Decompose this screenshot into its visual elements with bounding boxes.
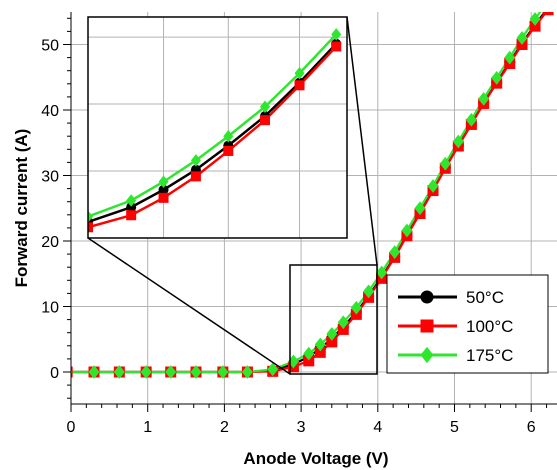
data-point-2 — [414, 201, 426, 216]
inset-data-point-1 — [88, 222, 93, 233]
inset-series-line-2 — [88, 33, 338, 218]
legend-box — [386, 274, 549, 374]
data-point-2 — [452, 134, 464, 149]
inset-data-point-2 — [88, 210, 93, 223]
data-point-2 — [516, 31, 528, 45]
data-point-2 — [190, 365, 202, 379]
data-point-1 — [303, 355, 315, 367]
inset-data-point-2 — [190, 154, 201, 167]
inset-series-line-0 — [88, 42, 338, 224]
inset-data-point-0 — [126, 202, 137, 213]
data-point-1 — [314, 346, 326, 358]
y-tick-label: 10 — [41, 300, 59, 317]
data-point-2 — [376, 265, 388, 280]
legend-label-0: 50°C — [466, 288, 504, 307]
legend-label-2: 175°C — [466, 346, 513, 365]
inset-data-point-2 — [294, 67, 305, 80]
data-point-2 — [88, 365, 100, 379]
inset-data-point-2 — [259, 100, 270, 113]
zoom-connector-left — [87, 237, 291, 375]
data-point-2 — [217, 365, 229, 379]
x-tick-label: 4 — [373, 419, 382, 436]
inset-series-layer — [88, 28, 342, 233]
inset-grid — [88, 17, 347, 238]
plot-series-layer — [71, 0, 554, 379]
data-point-2 — [529, 12, 541, 26]
zoom-connector-right — [346, 16, 378, 266]
inset-zoom-plot — [87, 16, 348, 239]
data-point-2 — [491, 71, 503, 85]
axes — [70, 12, 557, 405]
y-tick-label: 40 — [41, 103, 59, 120]
y-tick-label: 0 — [50, 365, 59, 382]
inset-data-point-1 — [331, 41, 342, 52]
data-point-2 — [350, 300, 362, 315]
legend-marker-1 — [420, 319, 434, 333]
zoom-region — [87, 16, 378, 375]
inset-data-point-2 — [331, 28, 342, 41]
inset-data-point-0 — [158, 184, 169, 195]
x-tick-label: 1 — [143, 419, 152, 436]
x-axis-ticks: 0 1 2 3 4 5 6 — [67, 404, 548, 436]
data-point-2 — [427, 179, 439, 193]
data-point-2 — [326, 327, 338, 341]
data-point-1 — [529, 20, 541, 32]
x-axis-title: Anode Voltage (V) — [243, 449, 388, 468]
data-point-2 — [478, 91, 490, 106]
data-point-2 — [389, 245, 401, 260]
x-tick-label: 3 — [297, 419, 306, 436]
inset-data-point-2 — [126, 194, 137, 207]
x-tick-label: 6 — [527, 419, 536, 436]
data-point-0 — [544, 12, 552, 14]
data-point-2 — [543, 0, 554, 8]
inset-data-point-1 — [126, 210, 137, 221]
data-point-2 — [303, 346, 315, 361]
data-point-1 — [326, 336, 338, 348]
inset-data-point-2 — [223, 129, 234, 143]
inset-data-point-1 — [294, 80, 305, 91]
inset-data-point-1 — [223, 145, 234, 156]
data-point-2 — [439, 156, 451, 171]
data-point-2 — [140, 365, 152, 379]
x-tick-label: 5 — [450, 419, 459, 436]
inset-data-point-1 — [259, 115, 270, 126]
x-tick-label: 0 — [67, 419, 76, 436]
y-axis-ticks: 0 10 20 30 40 50 — [41, 17, 71, 399]
y-axis-title: Forward current (A) — [12, 129, 31, 288]
inset-data-point-1 — [190, 171, 201, 182]
legend-marker-2 — [420, 346, 434, 364]
data-point-2 — [241, 365, 253, 379]
data-point-2 — [113, 365, 125, 379]
data-point-2 — [401, 223, 413, 238]
data-point-2 — [314, 337, 326, 352]
y-tick-label: 20 — [41, 234, 59, 251]
data-point-2 — [337, 315, 349, 330]
data-point-2 — [165, 365, 177, 379]
data-point-2 — [363, 284, 375, 299]
inset-data-point-2 — [158, 175, 169, 188]
inset-frame — [87, 16, 348, 239]
legend: 50°C 100°C 175°C — [386, 274, 549, 374]
data-point-1 — [337, 323, 349, 335]
legend-label-1: 100°C — [466, 317, 513, 336]
y-tick-label: 30 — [41, 169, 59, 186]
inset-series-line-1 — [88, 45, 338, 229]
y-tick-label: 50 — [41, 38, 59, 55]
data-point-1 — [542, 12, 554, 16]
data-point-2 — [267, 362, 279, 377]
inset-data-point-1 — [158, 192, 169, 203]
data-point-2 — [465, 112, 477, 127]
legend-marker-0 — [420, 290, 434, 304]
data-point-2 — [504, 50, 516, 65]
x-tick-label: 2 — [220, 419, 229, 436]
zoom-source-box — [289, 264, 378, 375]
